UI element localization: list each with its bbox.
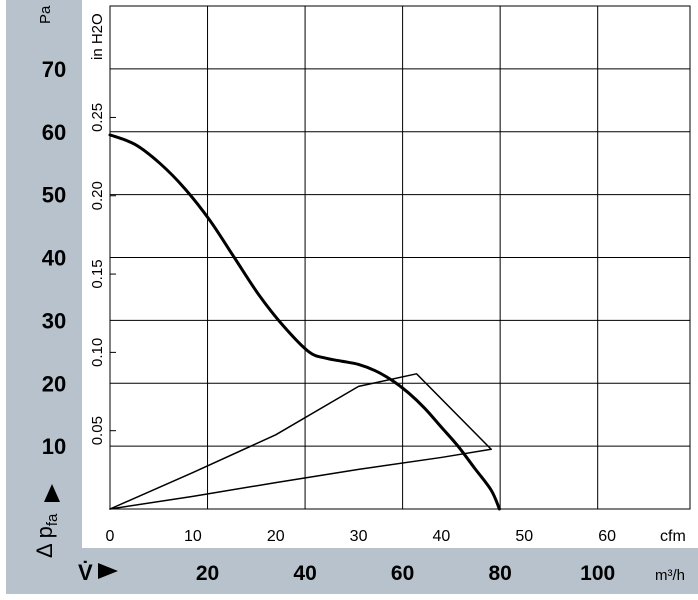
pa-tick-label: 70 (42, 57, 66, 82)
tick-labels: 0 10 20 30 40 50 60 20 40 60 80 100 10 20 30 40 50 60 70 0.… (42, 57, 616, 585)
pa-unit-label: Pa (37, 5, 54, 24)
cfm-tick-label: 50 (515, 528, 533, 545)
m3h-tick-label: 40 (293, 562, 316, 585)
cfm-tick-label: 0 (106, 528, 115, 545)
pa-tick-label: 60 (42, 120, 66, 145)
cfm-tick-label: 10 (184, 528, 202, 545)
pa-tick-label: 10 (42, 434, 66, 459)
inh2o-unit-label: in H2O (89, 13, 106, 60)
cfm-unit-label: cfm (660, 528, 686, 545)
pa-tick-label: 30 (42, 308, 66, 333)
grid (109, 5, 691, 510)
cfm-tick-label: 40 (433, 528, 451, 545)
m3h-tick-label: 80 (488, 562, 511, 585)
left-band (6, 0, 82, 594)
inh2o-tick-label: 0.15 (89, 259, 106, 288)
series-line-operating-range-lower (109, 448, 492, 510)
series-line-operating-range-upper (109, 373, 492, 510)
cfm-tick-label: 30 (350, 528, 368, 545)
series-layer (108, 133, 501, 511)
inh2o-tick-label: 0.25 (89, 103, 106, 132)
series-line-fan-curve (108, 133, 501, 511)
inh2o-tick-label: 0.05 (89, 416, 106, 445)
pa-tick-label: 40 (42, 246, 66, 271)
inh2o-tick-label: 0.20 (89, 181, 106, 210)
flow-symbol: V̇ (78, 560, 93, 585)
m3h-tick-label: 20 (196, 562, 219, 585)
m3h-tick-label: 60 (391, 562, 414, 585)
cfm-tick-label: 60 (598, 528, 616, 545)
pa-tick-label: 50 (42, 183, 66, 208)
m3h-unit-label: m³/h (655, 567, 685, 584)
cfm-tick-label: 20 (267, 528, 285, 545)
pa-tick-label: 20 (42, 371, 66, 396)
bottom-band (6, 548, 698, 594)
m3h-tick-label: 100 (580, 562, 615, 585)
flow-axis-arrow (98, 563, 118, 579)
inh2o-tick-label: 0.10 (89, 338, 106, 367)
pressure-axis-arrow (44, 484, 60, 502)
